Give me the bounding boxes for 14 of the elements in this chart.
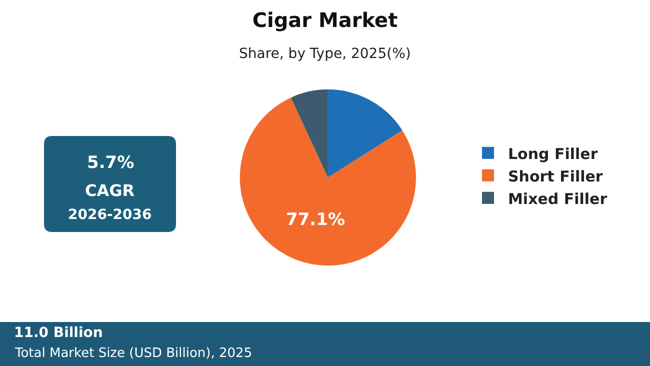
pie-slice — [290, 89, 328, 178]
pie-slice — [328, 89, 402, 178]
chart-subtitle: Share, by Type, 2025(%) — [239, 46, 411, 62]
pie-slice — [240, 98, 416, 266]
legend-label: Short Filler — [508, 167, 604, 186]
chart-title: Cigar Market — [252, 8, 398, 32]
legend-label: Mixed Filler — [508, 190, 608, 208]
text: 5.7% — [87, 153, 134, 173]
data-label: 77.1% — [286, 210, 345, 230]
text: 11.0 Billion — [14, 325, 103, 341]
text: 2026-2036 — [68, 207, 152, 223]
legend-label: Long Filler — [508, 144, 598, 163]
text: Total Market Size (USD Billion), 2025 — [14, 346, 252, 361]
text: CAGR — [85, 181, 135, 200]
